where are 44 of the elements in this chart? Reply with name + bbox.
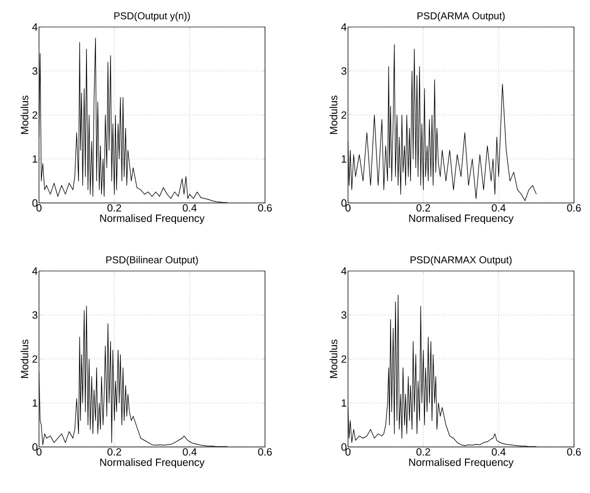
y-tick-label: 2	[342, 355, 346, 363]
x-tick-label: 0.2	[107, 448, 122, 456]
y-tick-label: 4	[32, 23, 38, 31]
x-tick-label: 0.4	[492, 448, 506, 456]
x-tick-label: 0.2	[416, 448, 430, 456]
y-tick-label: 0	[341, 199, 346, 207]
x-axis-title: Normalised Frequency	[100, 458, 205, 468]
y-tick-label: 4	[32, 267, 38, 275]
y-tick-label: 2	[342, 111, 346, 119]
x-tick-label: 0.6	[567, 204, 581, 212]
chart-title: PSD(NARMAX Output)	[410, 256, 512, 266]
y-tick-label: 0	[32, 443, 38, 451]
y-tick-label: 2	[32, 111, 38, 119]
x-tick-label: 0.4	[182, 204, 197, 212]
y-tick-label: 1	[32, 155, 38, 163]
x-tick-label: 0.4	[182, 448, 197, 456]
y-tick-label: 2	[32, 355, 38, 363]
x-tick-label: 0.6	[567, 448, 581, 456]
x-axis-title: Normalised Frequency	[409, 458, 514, 468]
y-tick-label: 4	[341, 267, 346, 275]
y-tick-label: 4	[341, 23, 346, 31]
y-tick-label: 3	[341, 311, 346, 319]
chart-title: PSD(Bilinear Output)	[106, 256, 198, 266]
chart-title: PSD(Output y(n))	[114, 12, 190, 22]
x-tick-label: 0.2	[107, 204, 122, 212]
y-axis-title: Modulus	[20, 96, 28, 134]
y-tick-label: 1	[32, 399, 38, 407]
x-axis-title: Normalised Frequency	[100, 214, 205, 224]
y-tick-label: 3	[341, 67, 346, 75]
x-tick-label: 0.4	[492, 204, 506, 212]
x-axis-title: Normalised Frequency	[409, 214, 514, 224]
x-tick-label: 0.2	[416, 204, 430, 212]
y-tick-label: 0	[32, 199, 38, 207]
x-tick-label: 0.6	[258, 448, 272, 456]
y-tick-label: 3	[32, 311, 38, 319]
y-axis-title: Modulus	[330, 96, 338, 134]
y-axis-title: Modulus	[330, 340, 338, 378]
y-tick-label: 3	[32, 67, 38, 75]
y-tick-label: 1	[342, 155, 346, 163]
y-tick-label: 1	[342, 399, 346, 407]
x-tick-label: 0.6	[258, 204, 272, 212]
y-tick-label: 0	[341, 443, 346, 451]
y-axis-title: Modulus	[20, 340, 28, 378]
chart-title: PSD(ARMA Output)	[418, 12, 505, 22]
